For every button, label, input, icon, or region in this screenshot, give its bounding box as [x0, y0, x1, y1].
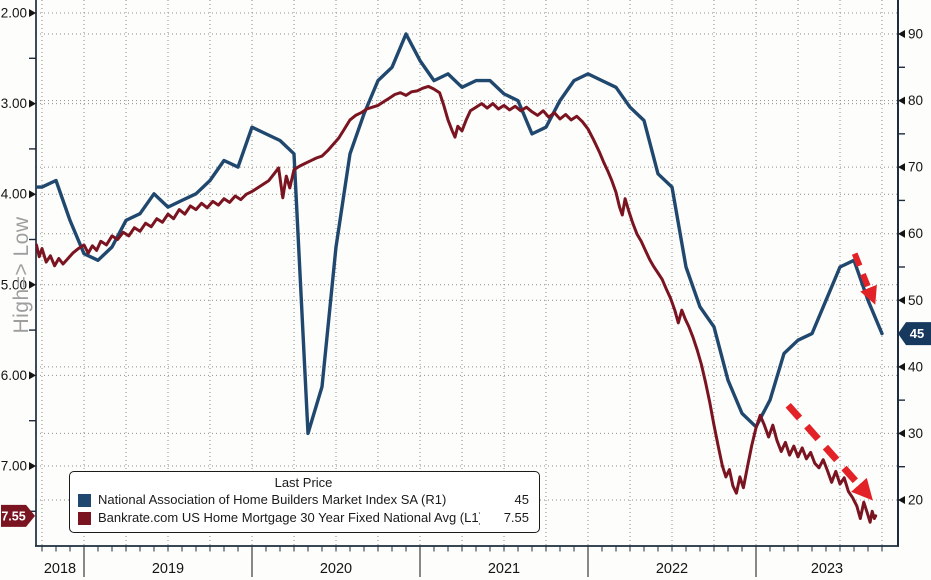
nahb-index-line — [36, 32, 884, 436]
x-axis-year-label: 2018 — [44, 561, 76, 577]
x-axis-year-label: 2023 — [811, 561, 843, 577]
right-axis-tick-arrow-icon — [898, 163, 905, 172]
x-axis-year-label: 2019 — [152, 561, 184, 577]
left-axis-tick-arrow-icon — [29, 99, 36, 108]
nahb-last-price-badge — [898, 322, 931, 346]
mortgage-series-swatch-icon — [78, 511, 91, 525]
nahb-last-price-badge-text: 45 — [910, 326, 924, 341]
left-axis-tick-label: 5.00 — [1, 277, 27, 292]
left-axis-tick-label: 2.00 — [1, 6, 27, 21]
left-axis-tick-label: 3.00 — [1, 96, 27, 111]
legend-box: Last Price National Association of Home … — [69, 471, 540, 533]
legend-label-nahb: National Association of Home Builders Ma… — [98, 492, 447, 507]
right-axis-tick-label: 90 — [908, 27, 923, 42]
right-axis-tick-label: 40 — [908, 359, 923, 374]
legend-item-mortgage: Bankrate.com US Home Mortgage 30 Year Fi… — [78, 509, 529, 527]
left-axis-tick-arrow-icon — [29, 9, 36, 17]
right-axis-tick-label: 50 — [908, 293, 923, 308]
right-axis-tick-arrow-icon — [898, 30, 905, 38]
right-axis-tick-arrow-icon — [898, 296, 905, 305]
x-axis-year-label: 2022 — [656, 561, 688, 577]
right-axis-tick-arrow-icon — [898, 429, 905, 438]
legend-value-nahb: 45 — [514, 492, 529, 507]
left-axis-tick-arrow-icon — [29, 371, 36, 380]
trend-arrow-icon — [785, 402, 873, 501]
left-axis-title: High=> Low — [10, 216, 33, 334]
mortgage-rate-line — [36, 84, 878, 524]
legend-label-mortgage: Bankrate.com US Home Mortgage 30 Year Fi… — [98, 510, 480, 525]
left-axis-tick-label: 4.00 — [1, 187, 27, 202]
x-axis-year-label: 2021 — [488, 561, 520, 577]
right-axis-tick-label: 20 — [908, 492, 923, 507]
left-axis-tick-label: 6.00 — [1, 368, 27, 383]
left-axis-tick-arrow-icon — [29, 280, 36, 289]
trend-arrow-icon — [851, 252, 877, 305]
right-axis-tick-label: 70 — [908, 160, 923, 175]
nahb-series-swatch-icon — [78, 493, 91, 507]
x-axis-year-label: 2020 — [320, 561, 352, 577]
right-axis-tick-label: 60 — [908, 226, 923, 241]
legend-title: Last Price — [274, 475, 333, 490]
legend-item-nahb: National Association of Home Builders Ma… — [78, 491, 529, 509]
left-axis-tick-arrow-icon — [29, 462, 36, 470]
legend-value-mortgage: 7.55 — [503, 510, 529, 525]
right-axis-tick-arrow-icon — [898, 229, 905, 238]
right-axis-tick-arrow-icon — [898, 362, 905, 371]
left-axis-tick-arrow-icon — [29, 190, 36, 199]
mortgage-last-price-badge-text: 7.55 — [1, 509, 25, 523]
right-axis-tick-label: 80 — [908, 93, 923, 108]
right-axis-tick-arrow-icon — [898, 96, 905, 105]
left-axis-tick-label: 7.00 — [1, 459, 27, 474]
right-axis-tick-arrow-icon — [898, 495, 905, 504]
mortgage-last-price-badge — [1, 504, 35, 527]
right-axis-tick-label: 30 — [908, 426, 923, 441]
